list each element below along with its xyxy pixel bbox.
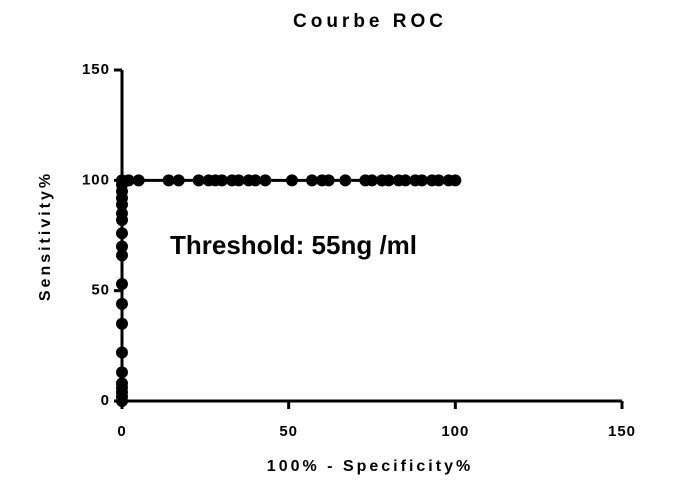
point: [116, 377, 128, 390]
point: [162, 174, 175, 187]
point: [232, 174, 245, 187]
point: [322, 174, 335, 187]
y-tick-label: 100: [82, 171, 110, 188]
point: [416, 174, 428, 187]
point: [382, 174, 395, 187]
roc-line: [120, 178, 456, 401]
point: [432, 174, 445, 187]
point: [116, 240, 128, 253]
point: [116, 366, 128, 379]
x-tick-label: 100: [441, 423, 469, 440]
point: [116, 249, 128, 262]
chart-title: Courbe ROC: [293, 11, 447, 32]
point: [259, 174, 272, 187]
point: [216, 174, 228, 187]
y-tick-label: 150: [82, 61, 110, 78]
x-tick-label: 0: [117, 423, 126, 440]
point: [449, 174, 462, 187]
y-axis-label: Sensitivity%: [37, 171, 54, 301]
point: [339, 174, 352, 187]
y-tick-label: 50: [91, 282, 110, 299]
point: [116, 227, 128, 240]
point: [172, 174, 185, 187]
point: [116, 297, 128, 310]
y-tick-label: 0: [101, 392, 110, 409]
point: [192, 174, 205, 187]
point: [132, 174, 145, 187]
point: [122, 174, 135, 187]
point: [399, 174, 412, 187]
point: [116, 278, 128, 291]
point: [249, 174, 262, 187]
point: [366, 174, 378, 187]
point: [116, 346, 128, 359]
point: [116, 317, 128, 330]
x-tick-label: 50: [279, 423, 298, 440]
annotation: Threshold: 55ng /ml: [170, 230, 417, 260]
point: [286, 174, 298, 187]
x-tick-label: 150: [608, 423, 636, 440]
point: [306, 174, 318, 187]
x-axis-label: 100% - Specificity%: [267, 458, 473, 475]
point: [116, 207, 128, 220]
